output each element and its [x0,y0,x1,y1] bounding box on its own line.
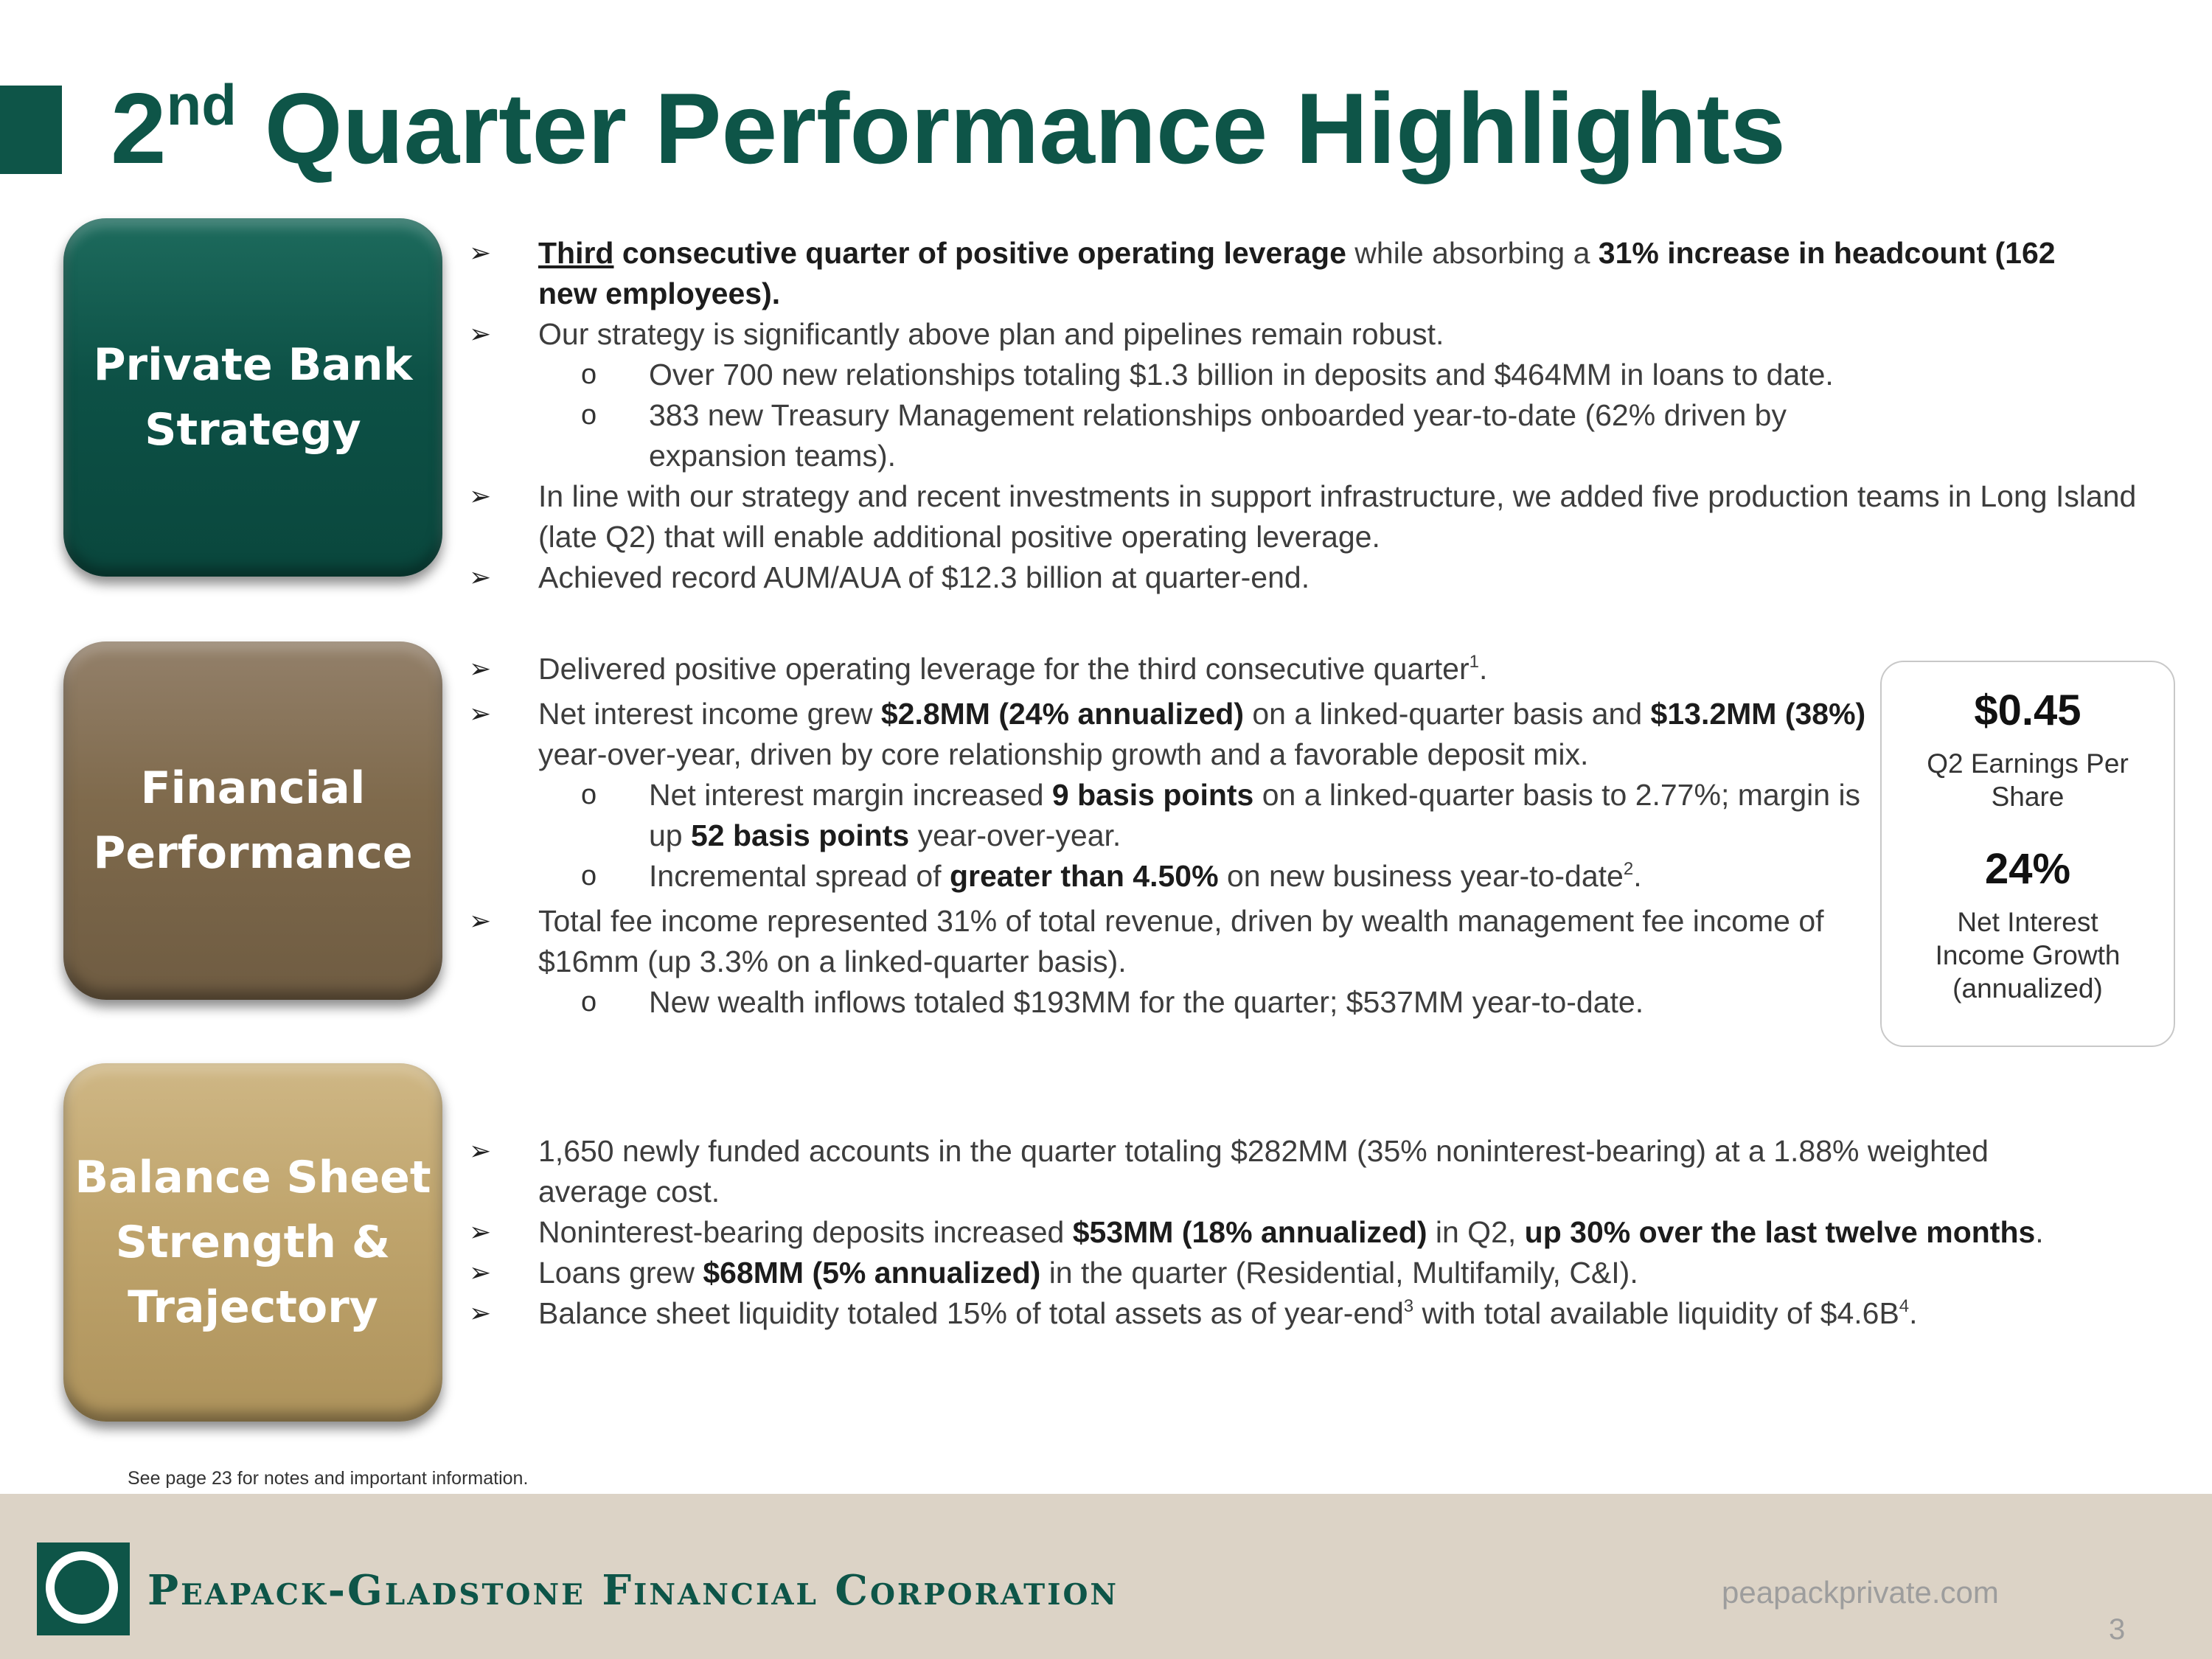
stat-label-line: (annualized) [1952,973,2103,1004]
box-label-line: Strength & [115,1217,391,1268]
bullet-text: while absorbing a [1346,236,1599,270]
footnote: See page 23 for notes and important info… [128,1468,529,1489]
bullet-text: on a linked-quarter basis and [1243,697,1651,731]
private-bank-strategy-box: Private Bank Strategy [63,218,442,577]
bold-text: $2.8MM (24% annualized) [880,697,1244,731]
sub-bullet-item: Over 700 new relationships totaling $1.3… [469,355,2091,395]
footer: Peapack-Gladstone Financial Corporation … [0,1494,2212,1659]
bullet-text: year-over-year. [909,818,1121,852]
bullet-item: Third consecutive quarter of positive op… [469,233,2087,314]
bold-text: 9 basis points [1051,778,1254,812]
bullet-item: 1,650 newly funded accounts in the quart… [469,1131,2087,1212]
bullet-item: Delivered positive operating leverage fo… [469,649,1870,694]
bold-text: $68MM (5% annualized) [703,1256,1041,1290]
bullet-item: Net interest income grew $2.8MM (24% ann… [469,694,1873,775]
bullet-item: In line with our strategy and recent inv… [469,476,2160,557]
private-bank-bullets: Third consecutive quarter of positive op… [469,233,2136,598]
bullet-item: Noninterest-bearing deposits increased $… [469,1212,2197,1253]
box-label-line: Financial [140,762,366,814]
bullet-text: in the quarter (Residential, Multifamily… [1040,1256,1638,1290]
bold-text: 52 basis points [691,818,910,852]
eps-value: $0.45 [1974,686,2081,734]
footnote-ref: 2 [1623,859,1634,879]
title-accent-bar [0,86,62,174]
stat-label-line: Q2 Earnings Per [1927,748,2129,779]
financial-performance-box: Financial Performance [63,641,442,1000]
nii-growth-label: Net Interest Income Growth (annualized) [1882,905,2174,1005]
bold-text: $13.2MM (38%) [1650,697,1866,731]
bullet-text: with total available liquidity of $4.6B [1413,1296,1899,1330]
bullet-item: Achieved record AUM/AUA of $12.3 billion… [469,557,2091,598]
bullet-text: in Q2, [1427,1215,1525,1249]
company-name: Peapack-Gladstone Financial Corporation [147,1566,1119,1615]
footnote-ref: 4 [1899,1296,1910,1316]
bold-text: consecutive quarter of positive operatin… [613,236,1346,270]
title-text: Quarter Performance Highlights [236,72,1786,184]
title-ordinal-suffix: nd [166,72,237,137]
financial-performance-bullets: Delivered positive operating leverage fo… [469,649,1870,1023]
bullet-text: Delivered positive operating leverage fo… [538,652,1470,686]
company-logo-icon [37,1543,130,1635]
box-label-line: Performance [93,827,413,879]
website-link[interactable]: peapackprivate.com [1722,1575,1999,1610]
bullet-text: on a linked-quarter basis to 2.77%; marg… [649,778,1861,852]
footnote-ref: 1 [1469,652,1479,672]
key-stats-card: $0.45 Q2 Earnings Per Share 24% Net Inte… [1880,661,2175,1047]
eps-label: Q2 Earnings Per Share [1882,747,2174,813]
page-title: 2nd Quarter Performance Highlights [111,71,1786,186]
nii-growth-value: 24% [1984,845,2071,893]
bullet-text: Loans grew [538,1256,703,1290]
page-number: 3 [2109,1613,2126,1646]
bullet-text: Balance sheet liquidity totaled 15% of t… [538,1296,1404,1330]
bullet-text: Noninterest-bearing deposits increased [538,1215,1073,1249]
box-label-line: Private Bank [93,339,413,391]
sub-bullet-item: Incremental spread of greater than 4.50%… [469,856,1870,901]
bullet-text: . [2035,1215,2044,1249]
footnote-ref: 3 [1403,1296,1414,1316]
sub-bullet-item: 383 new Treasury Management relationship… [469,395,1865,476]
bullet-item: Our strategy is significantly above plan… [469,314,2091,355]
bullet-text: year-over-year, driven by core relations… [538,737,1589,771]
bullet-item: Balance sheet liquidity totaled 15% of t… [469,1293,2165,1338]
box-label-line: Trajectory [128,1281,378,1333]
bold-text: greater than 4.50% [949,859,1219,893]
bullet-item: Total fee income represented 31% of tota… [469,901,1888,982]
bold-text: $53MM (18% annualized) [1072,1215,1427,1249]
balance-sheet-box: Balance Sheet Strength & Trajectory [63,1063,442,1422]
stat-label-line: Net Interest [1957,907,2098,937]
bullet-text: Net interest income grew [538,697,881,731]
bold-text: 31% increase in headcount (162 new emplo… [538,236,2056,310]
bullet-text: . [1478,652,1488,686]
stat-label-line: Income Growth [1935,940,2121,970]
underlined-text: Third [538,236,614,270]
bullet-text: on new business year-to-date [1218,859,1624,893]
title-number: 2 [111,72,167,184]
bullet-item: Loans grew $68MM (5% annualized) in the … [469,1253,2165,1293]
sub-bullet-item: New wealth inflows totaled $193MM for th… [469,982,1870,1023]
stat-label-line: Share [1991,782,2065,812]
balance-sheet-bullets: 1,650 newly funded accounts in the quart… [469,1131,2165,1338]
sub-bullet-item: Net interest margin increased 9 basis po… [469,775,1865,856]
box-label-line: Strategy [145,404,361,456]
bullet-text: . [1633,859,1642,893]
bold-text: up 30% over the last twelve months [1524,1215,2036,1249]
bullet-text: Net interest margin increased [649,778,1052,812]
bullet-text: . [1909,1296,1918,1330]
bullet-text: Incremental spread of [649,859,950,893]
box-label-line: Balance Sheet [74,1152,431,1203]
